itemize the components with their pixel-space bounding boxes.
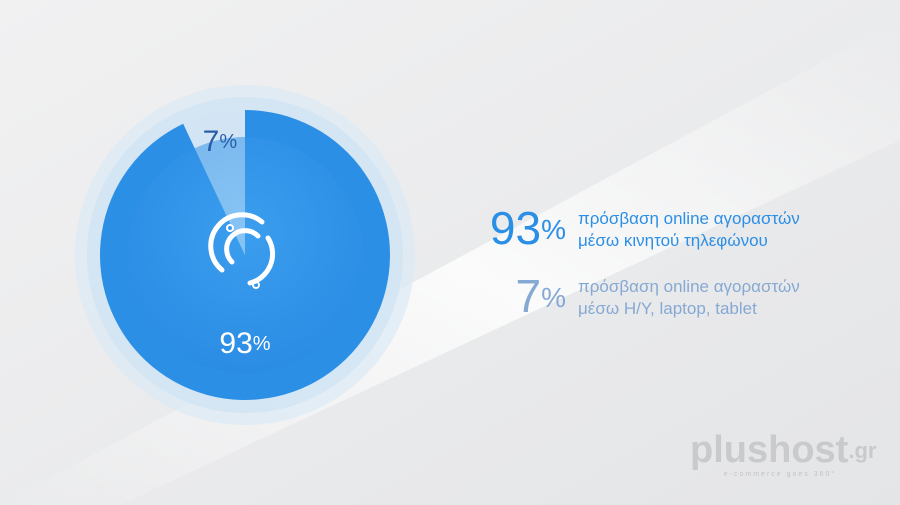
logo-tagline: e-commerce goes 360°	[724, 470, 836, 478]
legend-text: πρόσβαση online αγοραστών μέσω κινητού τη…	[578, 209, 800, 250]
legend-value: 93%	[490, 202, 566, 254]
inner-disc	[127, 137, 363, 373]
legend-value: 7%	[516, 270, 567, 322]
logo-suffix: .gr	[848, 438, 877, 463]
center-icon	[208, 212, 276, 289]
slice-label: 7%	[203, 125, 238, 158]
slice-label: 93%	[219, 327, 270, 360]
labels: 93% 93% πρόσβαση online αγοραστών μέσω κινη…	[203, 125, 800, 360]
logo-name: plushost	[690, 429, 849, 471]
legend-text: πρόσβαση online αγοραστών μέσω Η/Υ, lapto…	[578, 277, 800, 318]
logo: plushost.gr	[690, 429, 877, 471]
